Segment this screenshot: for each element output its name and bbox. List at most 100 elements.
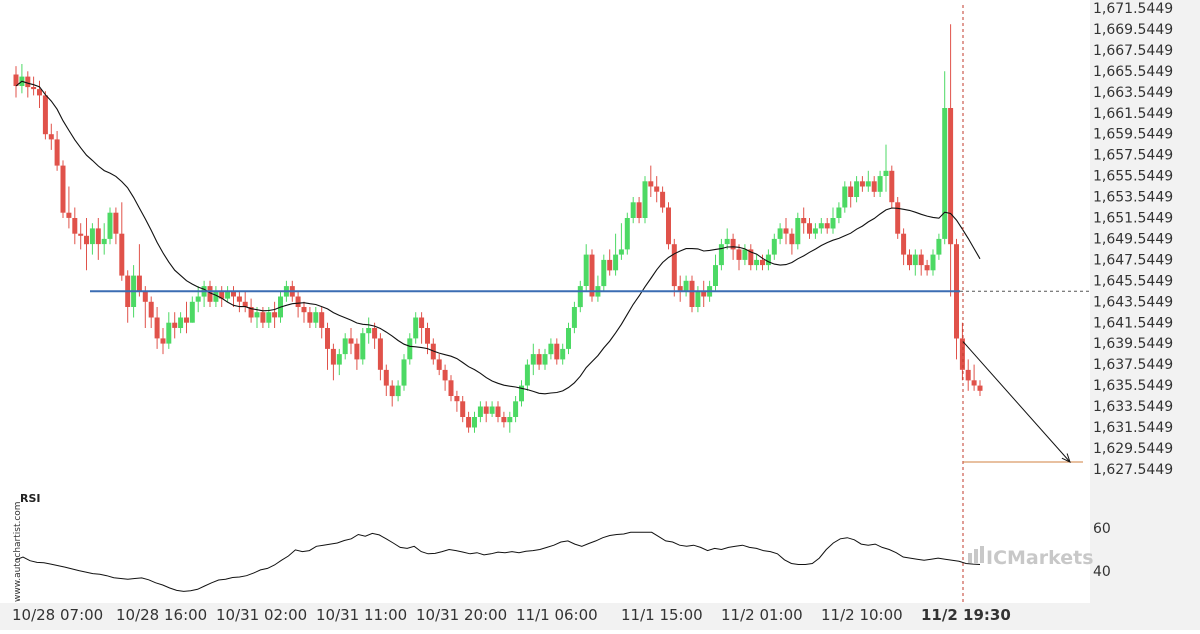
candle-body [560,348,566,360]
candle-body [854,181,860,197]
candle-body [84,235,89,245]
candle-body [865,181,871,187]
candle-body [101,238,107,245]
brand-logo-bar [968,553,972,563]
candle-body [783,228,789,234]
y-tick-label: 1,643.5449 [1093,294,1173,310]
candle-body [501,417,507,423]
candle-body [830,218,836,229]
candle-body [260,312,266,323]
candle-body [977,385,983,391]
y-tick-label: 1,631.5449 [1093,420,1173,436]
x-tick-label: 11/2 19:30 [921,606,1011,624]
y-tick-label: 1,663.5449 [1093,85,1173,101]
candle-body [912,254,918,266]
candle-body [466,417,472,428]
candle-body [889,170,895,203]
candle-body [184,317,189,323]
candle-body [607,259,613,271]
axes: 1,671.5449 1,669.5449 1,667.5449 1,665.5449… [12,1,1173,624]
candle-body [254,312,260,318]
candle-body [54,139,60,166]
candle-body [119,233,125,276]
candle-body [942,108,948,239]
candle-body [724,238,730,245]
y-tick-label: 1,661.5449 [1093,106,1173,122]
candle-body [166,322,172,344]
candle-body [342,338,348,355]
x-tick-label: 10/28 07:00 [12,606,103,624]
rsi-tick-label: 60 [1093,521,1111,537]
y-tick-label: 1,641.5449 [1093,315,1173,331]
candle-body [577,286,583,308]
brand-logo-text: ICMarkets [986,547,1094,569]
candle-body [225,291,231,299]
candle-body [948,108,954,245]
candle-body [618,249,624,255]
candle-body [266,312,272,323]
candle-body [301,307,307,313]
candle-body [407,338,413,360]
candle-body [13,74,19,86]
y-tick-label: 1,645.5449 [1093,273,1173,289]
candle-body [136,275,142,292]
rsi-tick-label: 40 [1093,564,1111,580]
candle-body [148,301,154,318]
candle-body [31,87,37,90]
candle-body [718,244,724,266]
candle-body [448,380,454,396]
candle-body [495,406,501,417]
candle-body [89,228,95,245]
forecast-arrow-line [962,341,1071,463]
candle-body [918,254,924,266]
forecast-arrow-head [1061,453,1071,463]
candle-body [818,223,824,229]
candle-body [777,228,783,239]
y-tick-label: 1,649.5449 [1093,231,1173,247]
candle-body [395,385,401,397]
main-plot [13,5,1090,603]
candle-body [460,401,466,417]
candle-body [589,254,595,297]
candle-body [142,291,148,302]
candle-body [37,89,42,96]
candle-body [319,312,325,328]
candle-body [812,228,818,234]
candle-body [372,328,378,339]
candle-body [760,259,765,266]
candle-body [736,249,742,260]
rsi-line [15,531,981,592]
candle-body [66,212,72,218]
y-tick-label: 1,671.5449 [1093,1,1173,17]
x-tick-label: 10/31 20:00 [416,606,507,624]
candle-body [930,254,936,271]
y-tick-label: 1,653.5449 [1093,190,1173,206]
candle-body [965,369,971,381]
brand-logo: ICMarkets [968,546,1094,569]
candle-body [683,280,689,292]
candle-body [95,228,101,245]
candle-body [730,238,736,250]
candle-body [366,328,372,334]
candle-body [848,186,854,197]
candle-body [554,343,560,360]
candle-body [48,134,54,140]
candle-body [648,181,654,187]
candle-body [413,317,419,339]
candle-body [824,223,830,229]
candle-body [307,312,313,323]
candle-body [895,202,901,234]
candle-body [25,76,31,88]
x-tick-label: 10/28 16:00 [116,606,207,624]
candle-body [771,238,777,255]
candle-body [901,233,907,255]
candle-body [477,406,483,417]
candle-body [524,364,530,386]
candle-body [519,385,524,402]
candle-body [801,218,807,224]
candle-body [72,218,78,234]
candle-body [859,181,865,187]
candle-body [360,333,366,360]
candle-body [548,343,554,355]
